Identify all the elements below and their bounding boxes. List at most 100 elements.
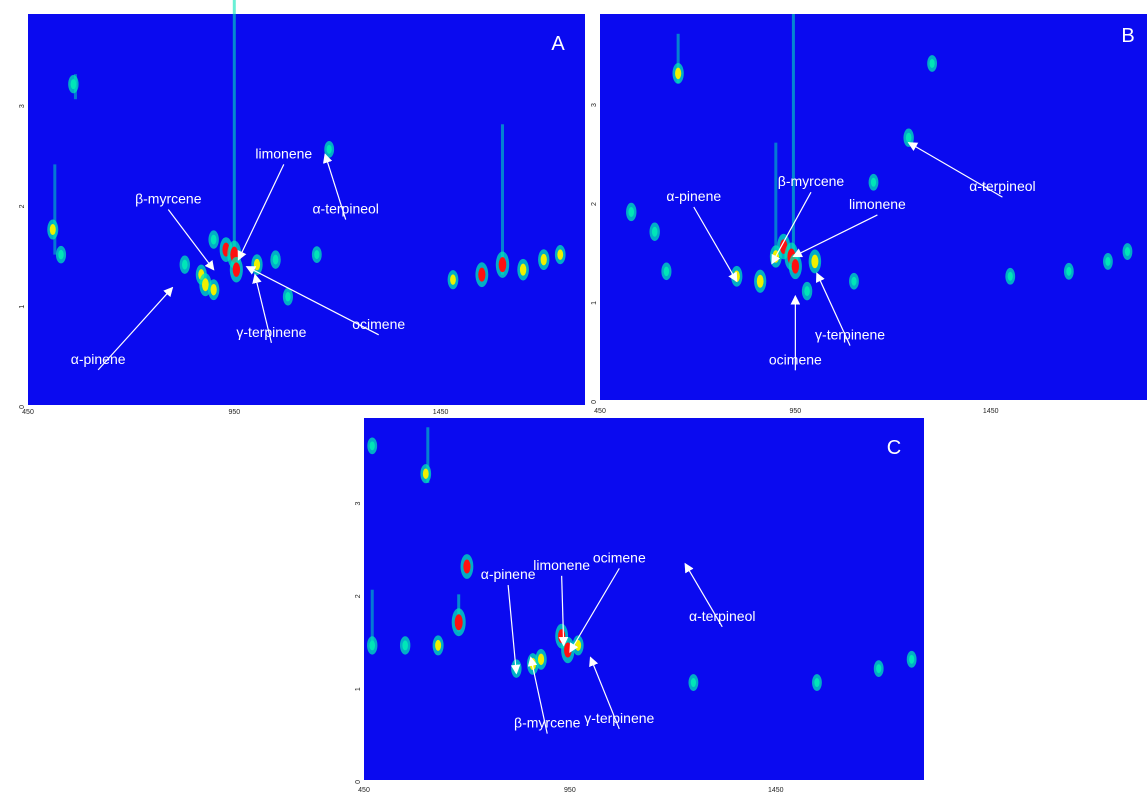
compound-label: γ-terpinene (815, 327, 885, 343)
annotation-arrow (907, 142, 1003, 198)
compound-label: α-terpineol (312, 201, 378, 217)
compound-label: limonene (849, 196, 906, 212)
chromatogram-peak (538, 249, 550, 271)
annotation-arrow (167, 209, 215, 271)
compound-label: ocimene (352, 316, 405, 332)
chromatogram-streak (370, 589, 374, 646)
chromatogram-peak (927, 55, 938, 72)
annotation-arrow (558, 575, 569, 647)
chromatogram-streak (500, 124, 504, 275)
compound-label: α-pinene (666, 188, 721, 204)
chromatogram-peak (873, 660, 884, 678)
x-tick-label: 1450 (768, 787, 784, 793)
chromatogram-streak (426, 427, 430, 483)
chromatogram-peak (367, 437, 378, 455)
panel-label: B (1121, 25, 1134, 47)
chromatogram-peak (812, 674, 822, 691)
plot-background (28, 14, 585, 405)
chromatogram-peak (849, 272, 859, 290)
annotation-arrow (589, 656, 620, 730)
panel-c: 450 950 1450 0 1 2 3 limonene ocimene α-pinene α-t… (342, 418, 927, 793)
chromatogram-peak (554, 245, 566, 265)
compound-label: limonene (255, 145, 312, 161)
annotation-arrow (771, 191, 812, 265)
compound-label: α-terpineol (689, 608, 755, 624)
x-tick-label: 450 (22, 409, 34, 416)
compound-label: γ-terpinene (236, 324, 306, 340)
chromatogram-streak (53, 164, 57, 255)
chromatogram-peak (495, 251, 510, 278)
annotation-arrow (815, 272, 851, 346)
annotation-arrow (252, 273, 273, 343)
chromatogram-peak (1122, 243, 1133, 260)
chromatogram-peak (535, 648, 547, 670)
x-tick-label: 450 (358, 787, 370, 793)
chromatogram-peak (460, 554, 474, 579)
chromatogram-peak (1005, 267, 1016, 285)
chromatogram-peak (367, 636, 378, 655)
annotation-arrow (684, 562, 723, 628)
compound-label: β-myrcene (778, 173, 845, 189)
annotation-arrow (569, 568, 620, 653)
annotation-arrow (527, 656, 548, 734)
chromatogram-peak (688, 674, 699, 691)
compound-label: ocimene (769, 351, 822, 367)
x-tick-label: 450 (594, 408, 606, 415)
chromatogram-peak (868, 173, 879, 191)
y-tick-label: 1 (19, 305, 26, 309)
chromatogram-peak (731, 265, 743, 287)
chromatogram-peak (432, 635, 444, 656)
annotation-arrow (507, 585, 521, 675)
annotation-arrow (237, 164, 285, 261)
chromatogram-peak (672, 62, 684, 84)
compound-label: γ-terpinene (584, 710, 654, 726)
chromatogram-peak (649, 222, 660, 241)
chromatogram-peak (451, 608, 466, 637)
chromatogram-peak (68, 74, 79, 94)
chromatogram-peak (55, 245, 67, 264)
compound-label: limonene (533, 557, 590, 573)
chromatogram-peak (801, 281, 813, 301)
chromatogram-peak (420, 464, 432, 484)
heatmap-chart-a: 450 950 1450 0 1 2 3 limonene β-myrcene α-terpine… (19, 0, 585, 416)
compound-label: α-terpineol (969, 178, 1035, 194)
panel-label: C (887, 437, 901, 459)
chromatogram-peak (788, 253, 802, 280)
chromatogram-peak (208, 279, 220, 301)
panel-b: 450 950 1450 0 1 2 3 α-pinene β-myrcene limonene α… (591, 0, 1147, 420)
y-tick-label: 1 (591, 301, 598, 305)
y-tick-label: 3 (19, 104, 26, 108)
chromatogram-peak (270, 250, 281, 269)
chromatogram-streak (676, 33, 680, 84)
chromatogram-peak (447, 270, 459, 290)
chromatogram-peak (47, 219, 59, 240)
chromatogram-peak (179, 255, 190, 274)
x-tick-label: 1450 (433, 409, 449, 416)
y-tick-label: 3 (591, 103, 598, 107)
y-tick-label: 2 (355, 594, 362, 598)
compound-label: β-myrcene (514, 715, 581, 731)
compound-label: β-myrcene (135, 191, 202, 207)
panel-label: A (551, 33, 565, 55)
x-tick-label: 950 (790, 408, 802, 415)
annotation-arrow (792, 214, 878, 258)
chromatogram-peak (208, 230, 219, 249)
x-tick-label: 1450 (983, 408, 999, 415)
chromatogram-peak (661, 262, 672, 281)
chromatogram-peak (906, 650, 917, 668)
x-tick-label: 950 (564, 787, 576, 793)
y-tick-label: 2 (591, 202, 598, 206)
chromatogram-streak (232, 0, 236, 275)
compound-label: ocimene (593, 549, 646, 565)
chromatogram-peak (311, 246, 322, 264)
annotation-arrow (323, 153, 347, 220)
panel-a: 450 950 1450 0 1 2 3 limonene β-myrcene α-terpine… (10, 0, 590, 420)
annotation-arrow (97, 286, 174, 371)
y-tick-label: 0 (19, 405, 26, 409)
y-tick-label: 0 (591, 400, 598, 404)
chromatogram-peak (517, 258, 529, 281)
chromatogram-peak (475, 262, 489, 288)
chromatogram-peak (282, 287, 293, 306)
chromatogram-peak (808, 249, 822, 274)
